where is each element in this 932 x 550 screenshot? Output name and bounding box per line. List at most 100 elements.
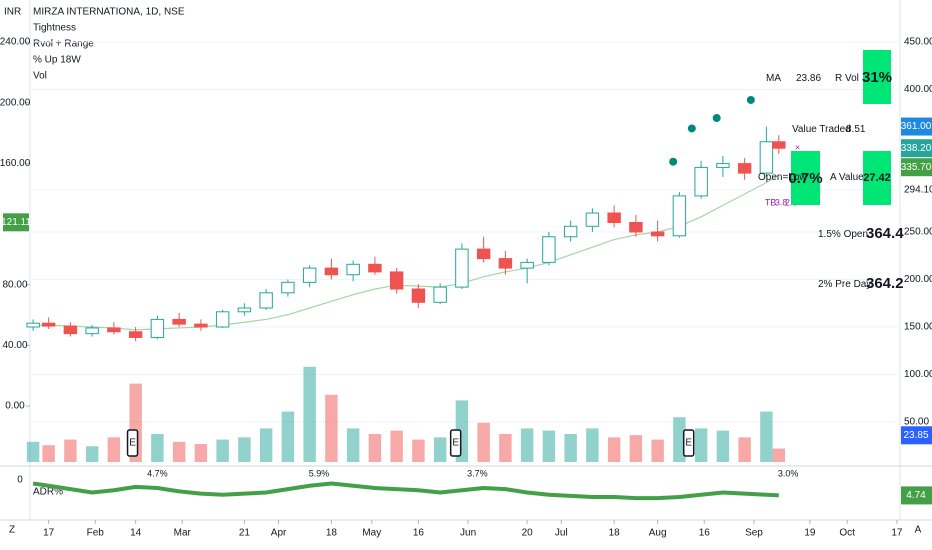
candle-body [302,267,317,283]
table-label: A Value [830,172,864,183]
x-tick-label: 17 [891,528,903,539]
table-value: 364.2 [866,275,904,292]
candle-body [346,263,360,276]
candle-body [629,222,643,233]
volume-bar [64,439,77,462]
y-tick-label: 50.00 [904,417,929,428]
value-tag-label: 23.85 [903,430,928,441]
candle-body [172,318,186,325]
left-tick-label: 80.00 [2,279,27,290]
candle-body [41,322,56,327]
corner-button[interactable]: Z [9,525,15,536]
x-tick-label: 18 [326,528,338,539]
candle-body [281,281,295,294]
candle-body [128,331,143,338]
candle-body [542,236,556,263]
corner-button[interactable]: A [915,525,922,536]
volume-bar [564,434,577,462]
table-label: Open=Low [758,172,807,183]
volume-bar [26,441,40,462]
table-value-box: 27.42 [863,151,891,205]
price-tag-label: 335.70 [901,162,932,173]
volume-bar [651,439,664,462]
candle-body [237,307,252,313]
volume-bar [412,439,425,462]
adr-label: ADR% [33,487,63,498]
volume-bar [151,434,164,462]
y-tick-label: 150.00 [904,322,932,333]
price-tag [901,117,932,136]
value-tag [901,426,932,445]
x-tick-label: Feb [87,528,105,539]
candle-body [107,327,121,333]
adr-line [32,481,779,501]
volume-bar [368,434,382,462]
left-tick-label: 160.00 [0,158,31,169]
volume-bar [586,428,599,462]
candle-body [411,288,426,303]
volume-bar [716,430,730,462]
x-tick-label: 21 [239,528,251,539]
volume-bar [325,394,338,462]
volume-bar [607,437,621,462]
y-tick-label: 294.10 [904,185,932,196]
candle-body [150,318,165,338]
volume-bar [542,430,556,462]
volume-bar [760,411,773,462]
value-tag-label: 4.74 [906,490,926,501]
indicator-label: Tightness [33,23,76,34]
candle-body [63,325,78,335]
earnings-label: E [685,438,692,449]
x-tick-label: Jul [555,528,568,539]
earnings-marker [682,429,695,457]
chart-title: MIRZA INTERNATIONA, 1D, NSE [33,7,185,18]
candle-body [759,141,774,174]
x-tick-label: Jun [460,528,476,539]
candle-body [585,212,600,227]
volume-bar [772,448,786,462]
y-tick-label: 200.00 [904,274,932,285]
candle-body [650,231,665,237]
price-tag-label: 338.20 [901,143,932,154]
table-value: 364.4 [866,225,904,242]
table-label: R Vol [835,73,859,84]
signal-dot [687,124,696,133]
annotation: 4.7% [147,468,168,478]
indicator-label: Vol [33,71,47,82]
left-tick-label: 200.00 [0,97,31,108]
candle-body [672,195,687,237]
volume-bar [499,434,512,462]
signal-dot [746,95,755,104]
candle-body [476,248,491,260]
x-tick-label: Oct [839,528,855,539]
candle-body [259,292,273,309]
candle-body [194,323,208,328]
candle-body [215,311,230,328]
volume-bar [390,430,403,462]
volume-bar [85,446,99,462]
y-tick-label: 250.00 [904,227,932,238]
table-value: 23.86 [796,73,822,84]
candle-body [389,271,404,290]
earnings-label: E [129,438,136,449]
volume-bar [238,437,251,462]
moving-average [33,174,780,331]
x-tick-label: 16 [413,528,425,539]
volume-bar [694,428,708,462]
marker-text: × [795,142,800,152]
volume-bar [107,437,121,462]
adr-zero: 0 [17,475,23,486]
x-tick-label: 14 [130,528,142,539]
left-tick-label: 240.00 [0,37,31,48]
x-tick-label: 17 [43,528,55,539]
annotation: 3.0% [778,468,799,478]
signal-dot [712,114,721,122]
table-value-box: 0.7% [788,151,823,205]
annotation: 5.9% [309,468,330,478]
table-label: Value Traded [792,124,851,135]
table-label: MA [766,73,781,84]
volume-bar [259,428,273,462]
volume-bar [738,437,751,462]
volume-bar [194,444,208,462]
y-tick-label: 100.00 [904,369,932,380]
